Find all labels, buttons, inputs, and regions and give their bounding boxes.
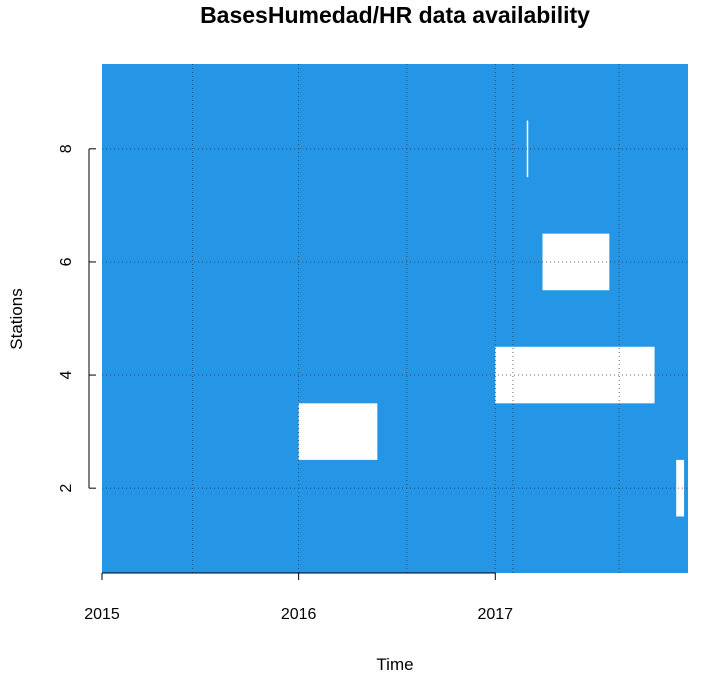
grid-lines <box>102 64 688 573</box>
x-tick-label-2016: 2016 <box>281 606 317 623</box>
x-axis: 2015 2016 2017 <box>84 572 513 623</box>
missing-block-station-3 <box>298 403 378 460</box>
missing-block-station-6 <box>542 233 610 291</box>
plot-area <box>102 64 688 573</box>
y-axis: 2 4 6 8 <box>58 144 96 493</box>
y-tick-label-8: 8 <box>58 144 75 153</box>
y-tick-label-4: 4 <box>58 371 75 380</box>
missing-blocks <box>298 120 685 517</box>
missing-block-station-8 <box>526 120 529 178</box>
x-tick-label-2017: 2017 <box>477 606 513 623</box>
y-tick-label-6: 6 <box>58 257 75 266</box>
chart-title: BasesHumedad/HR data availability <box>200 2 590 28</box>
missing-block-station-2 <box>676 459 685 517</box>
x-axis-title: Time <box>376 655 413 674</box>
x-tick-label-2015: 2015 <box>84 606 120 623</box>
y-tick-label-2: 2 <box>58 484 75 493</box>
y-axis-title: Stations <box>7 288 26 349</box>
plot-background <box>102 64 688 573</box>
